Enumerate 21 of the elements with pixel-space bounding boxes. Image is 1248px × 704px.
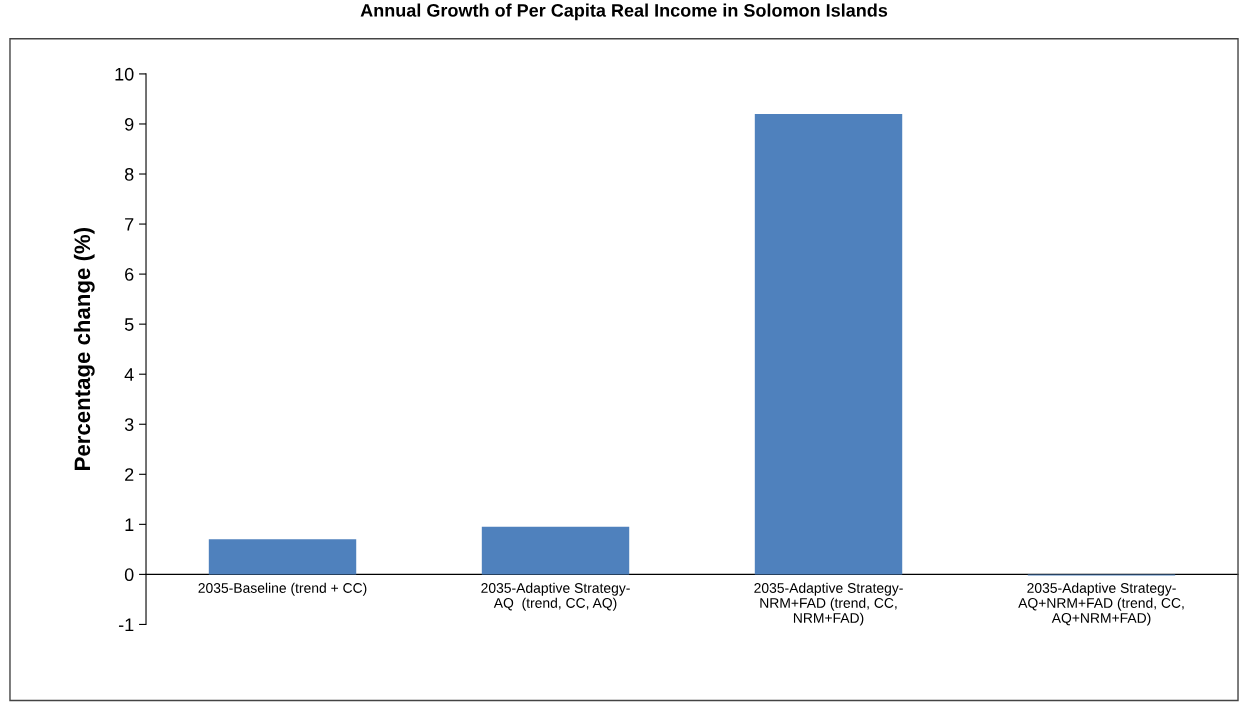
x-tick-label: 2035-Adaptive Strategy- AQ+NRM+FAD (trend, CC, AQ+NRM+FAD) <box>1018 582 1184 626</box>
y-tick-label: 10 <box>115 67 134 81</box>
x-tick-label: 2035-Adaptive Strategy- AQ (trend, CC, AQ) <box>481 582 630 611</box>
x-tick-label: 2035-Baseline (trend + CC) <box>198 582 367 596</box>
y-tick-label: 8 <box>124 167 134 181</box>
y-tick-label: -1 <box>118 618 134 631</box>
bar <box>481 526 630 575</box>
x-tick-label: 2035-Adaptive Strategy- NRM+FAD (trend, CC, NRM+FAD) <box>754 582 903 626</box>
chart-title: Annual Growth of Per Capita Real Income in Solomon Islands <box>360 3 888 21</box>
y-tick-label: 9 <box>125 117 134 131</box>
y-tick-label: 1 <box>125 518 134 531</box>
y-tick-label: 0 <box>124 568 134 582</box>
y-tick-label: 6 <box>125 268 134 281</box>
y-tick-label: 3 <box>124 418 134 431</box>
y-tick-label: 5 <box>124 318 134 331</box>
y-tick-label: 4 <box>124 368 134 381</box>
y-tick-label: 2 <box>125 468 134 481</box>
bar <box>754 113 903 575</box>
bar <box>208 539 357 575</box>
y-axis-title: Percentage change (%) <box>73 228 95 470</box>
y-tick-label: 7 <box>125 218 134 231</box>
